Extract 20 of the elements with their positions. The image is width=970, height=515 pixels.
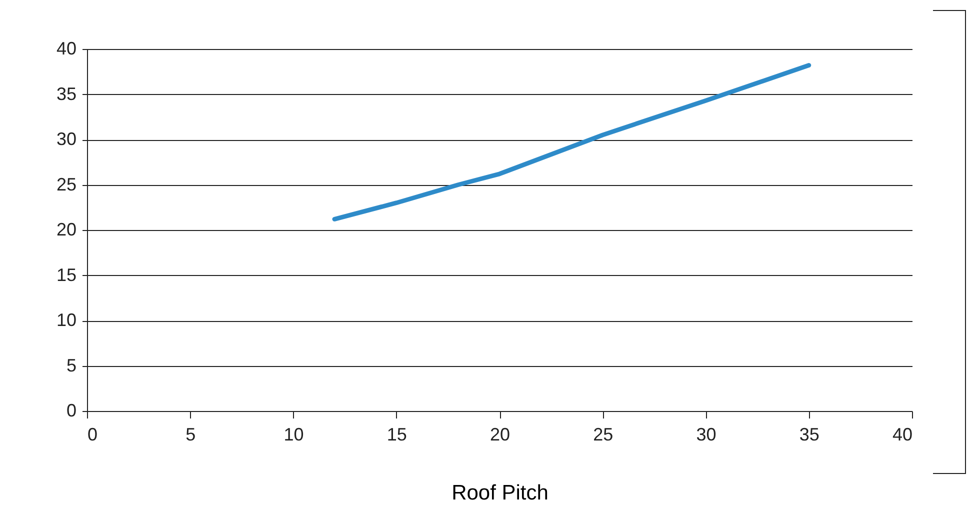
- x-tick-label: 5: [186, 424, 196, 444]
- x-tick-label: 15: [386, 424, 407, 444]
- x-tick-label: 40: [892, 424, 912, 444]
- y-tick-label: 20: [56, 220, 76, 240]
- y-tick-label: 15: [56, 264, 76, 285]
- x-tick-label: 0: [88, 424, 98, 444]
- line-series: [332, 63, 812, 222]
- y-tick-label: 25: [56, 174, 76, 194]
- x-tick-label: 20: [490, 424, 510, 444]
- y-tick-label: 5: [66, 355, 76, 376]
- y-tick-label: 30: [56, 129, 76, 149]
- y-tick-label: 10: [56, 310, 76, 330]
- y-tick-label: 40: [56, 38, 76, 58]
- x-axis-title: Roof Pitch: [452, 482, 548, 504]
- y-tick-label: 0: [66, 400, 76, 420]
- x-tick-label: 25: [593, 424, 614, 444]
- x-tick-label: 30: [696, 424, 716, 444]
- x-tick-label: 35: [799, 424, 820, 444]
- y-tick-label: 35: [56, 84, 76, 104]
- x-tick-label: 10: [284, 424, 304, 444]
